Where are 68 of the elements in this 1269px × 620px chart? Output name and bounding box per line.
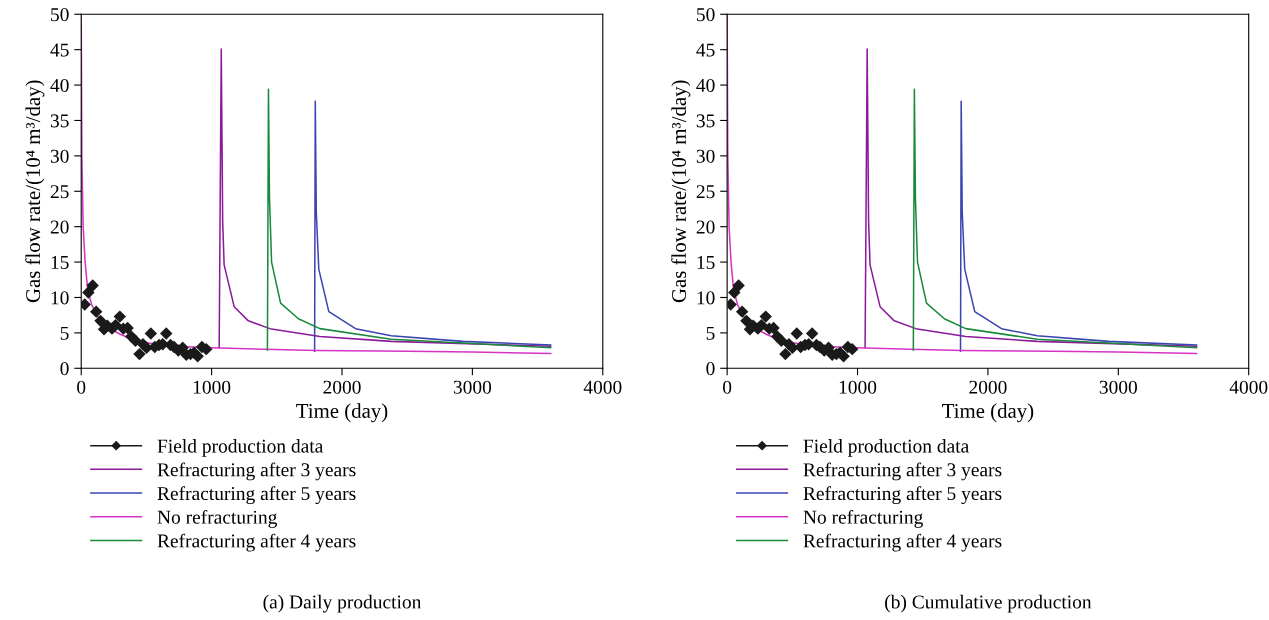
point (86, 279, 99, 292)
point (790, 327, 803, 340)
legend-label: Refracturing after 4 years (157, 533, 356, 552)
y-tick-label: 40 (50, 78, 69, 92)
y-tick-label: 0 (706, 362, 715, 376)
y-tick-label: 10 (51, 291, 69, 305)
y-tick-label: 35 (696, 114, 715, 128)
legend-label: Refracturing after 5 years (803, 486, 1002, 505)
legend-label: Refracturing after 4 years (803, 533, 1002, 552)
y-tick-label: 5 (706, 326, 715, 340)
x-tick-label: 3000 (453, 380, 492, 394)
x-tick-label: 3000 (1099, 380, 1138, 394)
x-tick-label: 1000 (193, 380, 231, 394)
legend-label: Field production data (803, 439, 969, 457)
x-tick-label: 4000 (583, 380, 622, 394)
point (779, 347, 792, 361)
point (735, 305, 749, 318)
point (90, 305, 103, 318)
point (144, 327, 158, 340)
line-series (864, 48, 1198, 349)
y-tick-label: 30 (50, 149, 69, 163)
y-tick-label: 0 (60, 362, 69, 376)
text: (a) Daily production (263, 594, 422, 613)
x-axis-title: Time (day) (942, 403, 1034, 423)
y-axis-title: Gas flow rate/(10⁴ m³/day) (671, 80, 691, 303)
point (133, 347, 146, 361)
x-tick-label: 2000 (323, 380, 361, 394)
y-tick-label: 25 (50, 185, 69, 199)
x-axis-title: Time (day) (296, 403, 388, 423)
y-tick-label: 50 (697, 8, 715, 22)
legend-label: No refracturing (157, 509, 278, 528)
point (732, 279, 745, 292)
point (113, 310, 127, 323)
x-tick-label: 0 (723, 380, 732, 394)
legend-label: Refracturing after 3 years (803, 462, 1002, 481)
y-tick-label: 5 (60, 326, 69, 340)
y-tick-label: 45 (50, 43, 69, 57)
x-tick-label: 4000 (1229, 380, 1268, 394)
y-tick-label: 30 (696, 149, 715, 163)
x-tick-label: 2000 (969, 380, 1007, 394)
line-series (218, 48, 552, 349)
y-tick-label: 35 (50, 114, 69, 128)
legend-label: No refracturing (803, 509, 923, 528)
line-series (266, 88, 552, 351)
y-tick-label: 25 (696, 185, 715, 199)
legend-label: Refracturing after 5 years (157, 486, 356, 505)
y-tick-label: 15 (51, 255, 69, 270)
legend-label: Field production data (157, 439, 324, 457)
y-tick-label: 40 (696, 78, 715, 92)
y-tick-label: 20 (50, 220, 69, 234)
legend-label: Refracturing after 3 years (157, 462, 356, 481)
point (805, 327, 819, 340)
line-series (959, 100, 1198, 353)
point (759, 310, 772, 323)
x-tick-label: 1000 (839, 380, 877, 394)
x-tick-label: 0 (77, 380, 86, 394)
text: (b) Cumulative production (885, 594, 1092, 613)
line-series (313, 100, 552, 353)
line-series (912, 88, 1198, 351)
point (129, 334, 142, 347)
y-tick-label: 50 (51, 8, 69, 22)
point (160, 327, 173, 340)
y-tick-label: 10 (697, 291, 715, 305)
y-axis-title: Gas flow rate/(10⁴ m³/day) (25, 80, 45, 303)
y-tick-label: 20 (696, 220, 715, 234)
point (82, 286, 95, 299)
y-tick-label: 15 (697, 255, 715, 270)
y-tick-label: 45 (696, 43, 715, 57)
